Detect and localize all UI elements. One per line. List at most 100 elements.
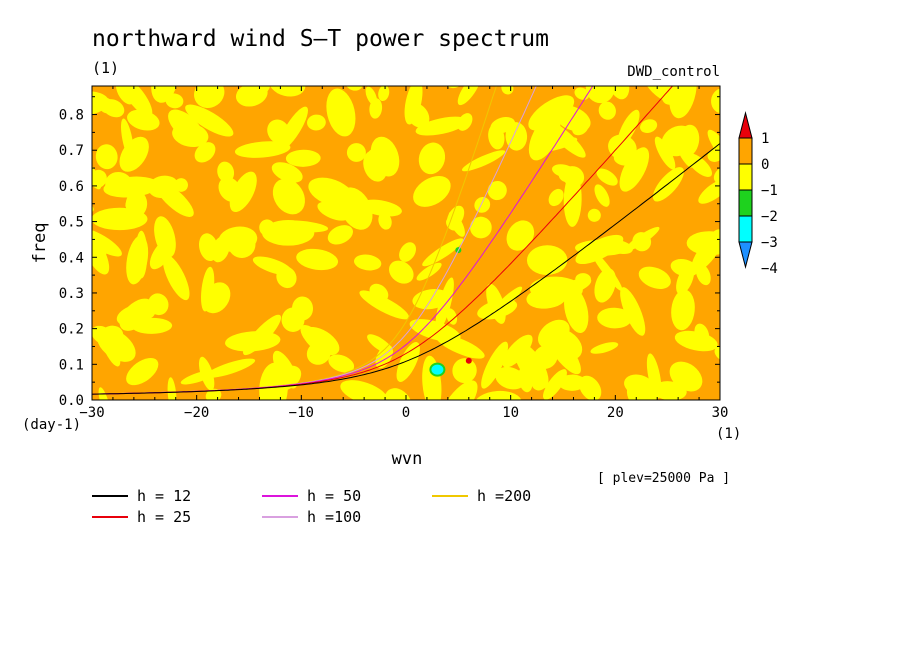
field-blob: [487, 180, 507, 201]
field-blob: [691, 233, 720, 273]
field-blob: [148, 293, 169, 316]
field-blob: [268, 86, 306, 97]
field-blob: [486, 283, 506, 324]
colorbar-label: −4: [761, 261, 778, 277]
field-blob: [399, 242, 416, 262]
colorbar-label: −1: [761, 183, 778, 199]
field-blob: [119, 136, 149, 172]
field-blob: [172, 122, 209, 148]
field-blob: [359, 290, 410, 320]
curve-legend: h = 12 h = 25 h = 50 h =100 h =200: [92, 487, 531, 526]
field-blob: [502, 334, 533, 368]
field-blob: [92, 91, 109, 116]
field-blob: [624, 374, 655, 397]
legend-label: h =100: [307, 508, 361, 526]
x-axis-title: wvn: [392, 449, 423, 469]
field-blob: [162, 254, 190, 301]
colorbar-label: −3: [761, 235, 778, 251]
y-axis-title: freq: [30, 223, 50, 264]
x-tick-label: −30: [79, 405, 104, 421]
field-blob: [151, 86, 177, 103]
dispersion-curve: [92, 143, 720, 395]
field-blob: [127, 109, 160, 131]
colorbar-label: 0: [761, 157, 769, 173]
field-blob: [669, 86, 697, 119]
field-blob: [587, 208, 601, 222]
field-blob: [413, 175, 451, 207]
field-blob: [308, 177, 355, 207]
field-blob: [353, 254, 382, 271]
field-blob: [180, 369, 218, 385]
field-blob: [698, 178, 720, 204]
plot-area: [92, 86, 720, 400]
field-blob: [669, 361, 703, 392]
field-blob: [418, 142, 446, 175]
field-blob: [543, 369, 567, 400]
x-tick-label: 10: [502, 405, 519, 421]
colorbar-segment: [738, 215, 753, 243]
legend-label: h =200: [477, 487, 531, 505]
field-blob: [416, 262, 442, 281]
field-blob: [470, 216, 492, 239]
field-blob: [185, 104, 234, 137]
field-blob: [396, 342, 420, 382]
colorbar-label: 1: [761, 131, 769, 147]
y-tick-label: 0.5: [59, 215, 84, 231]
y-tick-label: 0.0: [59, 393, 84, 409]
field-blob: [384, 388, 413, 400]
field-blob: [281, 307, 305, 332]
legend-label: h = 50: [307, 487, 361, 505]
field-blob: [594, 268, 617, 303]
field-blob: [346, 143, 366, 162]
field-blob: [548, 188, 564, 207]
field-blob: [92, 239, 107, 261]
field-blob: [126, 357, 159, 386]
field-blob: [92, 228, 122, 257]
field-blob: [446, 205, 465, 229]
field-blob: [585, 86, 615, 104]
field-blob: [194, 142, 216, 163]
y-tick-label: 0.1: [59, 357, 84, 373]
field-blob: [474, 196, 491, 213]
field-blob: [119, 298, 154, 331]
field-blob: [711, 88, 720, 114]
x-tick-label: −10: [289, 405, 314, 421]
field-blob: [404, 86, 423, 125]
field-blob: [531, 376, 547, 391]
field-blob: [409, 319, 461, 342]
colorbar-segment: [738, 163, 753, 191]
field-blob: [272, 350, 298, 389]
colorbar-segment: [738, 189, 753, 217]
field-blob: [562, 166, 585, 187]
field-blob: [544, 119, 586, 158]
field-blob: [378, 212, 392, 230]
field-blob: [506, 220, 535, 251]
field-blob: [528, 95, 575, 131]
field-blob: [369, 98, 383, 119]
field-blob: [415, 116, 468, 136]
colorbar: 1 0 −1 −2 −3 −4: [738, 111, 778, 277]
field-blob: [505, 122, 528, 151]
field-blob: [306, 341, 331, 365]
y-tick-label: 0.7: [59, 143, 84, 159]
field-blob: [446, 308, 458, 325]
field-blob: [640, 119, 658, 133]
x-tick-label: −20: [184, 405, 209, 421]
x-tick-label: 0: [402, 405, 410, 421]
field-blob: [126, 235, 149, 285]
field-blob: [259, 219, 275, 236]
field-blob: [674, 136, 694, 168]
field-blob: [326, 88, 356, 137]
y-tick-label: 0.3: [59, 286, 84, 302]
field-blob: [598, 101, 616, 120]
field-blob: [115, 86, 138, 105]
field-blob: [596, 168, 618, 186]
field-blob: [234, 141, 291, 158]
field-blob: [457, 113, 473, 131]
field-blob: [590, 342, 619, 354]
x-tick-label: 20: [607, 405, 624, 421]
field-blob: [575, 234, 624, 265]
field-blob: [638, 266, 671, 289]
field-blob: [244, 86, 270, 101]
field-blob: [572, 120, 589, 136]
